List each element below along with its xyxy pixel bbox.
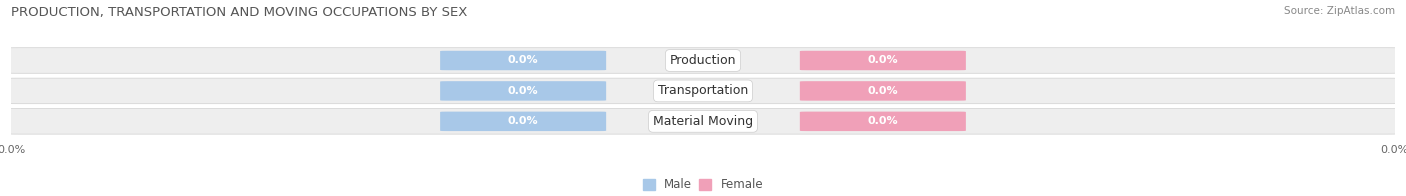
- FancyBboxPatch shape: [800, 51, 966, 70]
- FancyBboxPatch shape: [440, 51, 606, 70]
- FancyBboxPatch shape: [4, 78, 1402, 104]
- FancyBboxPatch shape: [4, 48, 1402, 73]
- FancyBboxPatch shape: [440, 81, 606, 101]
- Text: 0.0%: 0.0%: [868, 86, 898, 96]
- Text: Production: Production: [669, 54, 737, 67]
- Text: 0.0%: 0.0%: [508, 86, 538, 96]
- Text: 0.0%: 0.0%: [508, 55, 538, 65]
- FancyBboxPatch shape: [440, 112, 606, 131]
- Text: Transportation: Transportation: [658, 84, 748, 97]
- FancyBboxPatch shape: [800, 112, 966, 131]
- Legend: Male, Female: Male, Female: [643, 178, 763, 191]
- Text: 0.0%: 0.0%: [508, 116, 538, 126]
- Text: 0.0%: 0.0%: [868, 116, 898, 126]
- Text: PRODUCTION, TRANSPORTATION AND MOVING OCCUPATIONS BY SEX: PRODUCTION, TRANSPORTATION AND MOVING OC…: [11, 6, 468, 19]
- FancyBboxPatch shape: [800, 81, 966, 101]
- Text: Source: ZipAtlas.com: Source: ZipAtlas.com: [1284, 6, 1395, 16]
- Text: Material Moving: Material Moving: [652, 115, 754, 128]
- FancyBboxPatch shape: [4, 109, 1402, 134]
- Text: 0.0%: 0.0%: [868, 55, 898, 65]
